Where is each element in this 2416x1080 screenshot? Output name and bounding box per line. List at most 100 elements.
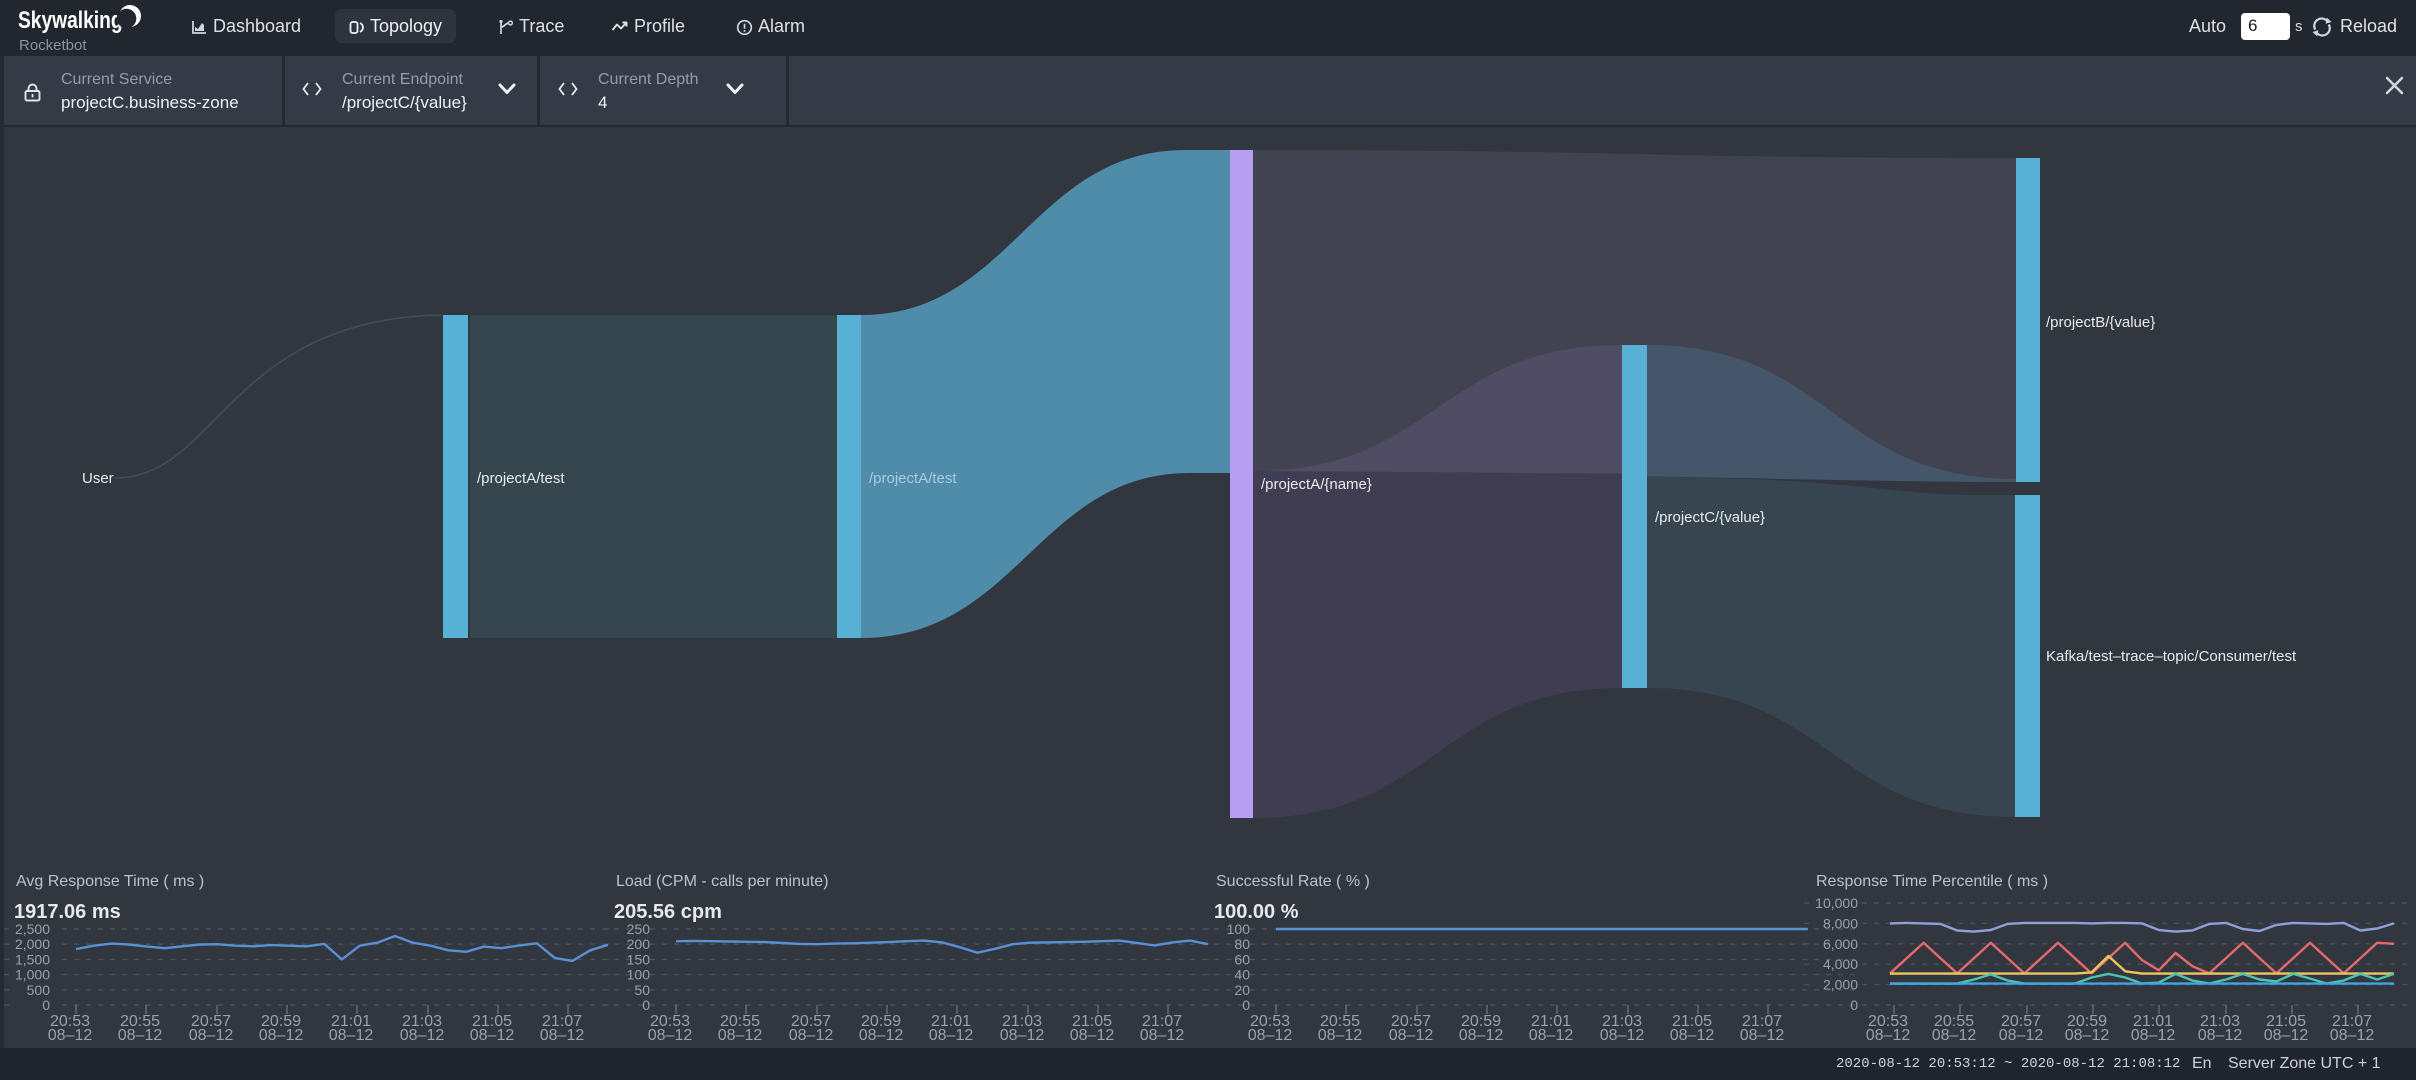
svg-text:08–12: 08–12 <box>1000 1027 1045 1044</box>
svg-text:08–12: 08–12 <box>1389 1027 1434 1044</box>
svg-text:/projectC/{value}: /projectC/{value} <box>1655 509 1765 526</box>
svg-text:User: User <box>82 470 114 487</box>
svg-text:21:07: 21:07 <box>542 1013 582 1030</box>
svg-text:100: 100 <box>1227 921 1251 937</box>
svg-text:08–12: 08–12 <box>1670 1027 1715 1044</box>
svg-text:1,500: 1,500 <box>15 951 50 967</box>
svg-text:20:57: 20:57 <box>191 1013 231 1030</box>
svg-text:20:57: 20:57 <box>2001 1013 2041 1030</box>
svg-text:08–12: 08–12 <box>1866 1027 1911 1044</box>
svg-text:Response Time Percentile ( ms: Response Time Percentile ( ms ) <box>1816 873 2048 890</box>
svg-text:500: 500 <box>27 982 51 998</box>
svg-text:21:07: 21:07 <box>2332 1013 2372 1030</box>
svg-text:08–12: 08–12 <box>1999 1027 2044 1044</box>
svg-text:100: 100 <box>627 967 651 983</box>
svg-text:1,000: 1,000 <box>15 967 50 983</box>
svg-text:20:59: 20:59 <box>261 1013 301 1030</box>
svg-text:21:05: 21:05 <box>2266 1013 2306 1030</box>
svg-text:21:01: 21:01 <box>931 1013 971 1030</box>
svg-text:20:55: 20:55 <box>120 1013 160 1030</box>
svg-text:20:53: 20:53 <box>1868 1013 1908 1030</box>
svg-text:0: 0 <box>42 997 50 1013</box>
svg-text:21:01: 21:01 <box>1531 1013 1571 1030</box>
svg-text:08–12: 08–12 <box>2264 1027 2309 1044</box>
svg-text:21:05: 21:05 <box>1072 1013 1112 1030</box>
svg-text:0: 0 <box>1850 997 1858 1013</box>
svg-text:2,000: 2,000 <box>15 936 50 952</box>
svg-text:08–12: 08–12 <box>1318 1027 1363 1044</box>
svg-text:08–12: 08–12 <box>2065 1027 2110 1044</box>
svg-text:08–12: 08–12 <box>789 1027 834 1044</box>
svg-text:20:53: 20:53 <box>650 1013 690 1030</box>
svg-text:2,000: 2,000 <box>1823 977 1858 993</box>
svg-text:21:03: 21:03 <box>1602 1013 1642 1030</box>
svg-text:08–12: 08–12 <box>118 1027 163 1044</box>
svg-text:08–12: 08–12 <box>1140 1027 1185 1044</box>
svg-text:21:05: 21:05 <box>1672 1013 1712 1030</box>
svg-text:0: 0 <box>642 997 650 1013</box>
svg-text:08–12: 08–12 <box>400 1027 445 1044</box>
svg-text:08–12: 08–12 <box>648 1027 693 1044</box>
svg-text:2,500: 2,500 <box>15 921 50 937</box>
svg-text:20:57: 20:57 <box>791 1013 831 1030</box>
svg-text:21:03: 21:03 <box>402 1013 442 1030</box>
svg-text:08–12: 08–12 <box>329 1027 374 1044</box>
svg-text:0: 0 <box>1242 997 1250 1013</box>
svg-text:08–12: 08–12 <box>1459 1027 1504 1044</box>
svg-text:4,000: 4,000 <box>1823 956 1858 972</box>
svg-text:08–12: 08–12 <box>859 1027 904 1044</box>
svg-text:08–12: 08–12 <box>1600 1027 1645 1044</box>
svg-text:08–12: 08–12 <box>1740 1027 1785 1044</box>
svg-text:21:03: 21:03 <box>2200 1013 2240 1030</box>
svg-text:/projectA/test: /projectA/test <box>477 470 565 487</box>
svg-text:/projectA/{name}: /projectA/{name} <box>1261 476 1372 493</box>
svg-text:10,000: 10,000 <box>1815 895 1858 911</box>
svg-text:20:53: 20:53 <box>1250 1013 1290 1030</box>
svg-text:08–12: 08–12 <box>2330 1027 2375 1044</box>
svg-text:08–12: 08–12 <box>718 1027 763 1044</box>
svg-text:08–12: 08–12 <box>2198 1027 2243 1044</box>
svg-text:6,000: 6,000 <box>1823 936 1858 952</box>
svg-text:80: 80 <box>1234 936 1250 952</box>
svg-text:150: 150 <box>627 951 651 967</box>
svg-text:20:55: 20:55 <box>1320 1013 1360 1030</box>
svg-text:08–12: 08–12 <box>540 1027 585 1044</box>
svg-text:08–12: 08–12 <box>929 1027 974 1044</box>
svg-text:/projectA/test: /projectA/test <box>869 470 957 487</box>
svg-text:20:57: 20:57 <box>1391 1013 1431 1030</box>
svg-text:08–12: 08–12 <box>189 1027 234 1044</box>
svg-text:20:59: 20:59 <box>861 1013 901 1030</box>
svg-text:08–12: 08–12 <box>1529 1027 1574 1044</box>
svg-text:20:59: 20:59 <box>2067 1013 2107 1030</box>
svg-text:40: 40 <box>1234 967 1250 983</box>
svg-text:20:53: 20:53 <box>50 1013 90 1030</box>
svg-text:Kafka/test–trace–topic/Consume: Kafka/test–trace–topic/Consumer/test <box>2046 648 2297 665</box>
svg-text:Avg Response Time ( ms ): Avg Response Time ( ms ) <box>16 873 204 890</box>
svg-text:08–12: 08–12 <box>48 1027 93 1044</box>
svg-text:08–12: 08–12 <box>1932 1027 1977 1044</box>
svg-text:08–12: 08–12 <box>1248 1027 1293 1044</box>
svg-text:20:59: 20:59 <box>1461 1013 1501 1030</box>
svg-text:21:01: 21:01 <box>2133 1013 2173 1030</box>
svg-text:60: 60 <box>1234 951 1250 967</box>
svg-text:50: 50 <box>634 982 650 998</box>
svg-text:8,000: 8,000 <box>1823 915 1858 931</box>
svg-text:08–12: 08–12 <box>470 1027 515 1044</box>
svg-text:21:05: 21:05 <box>472 1013 512 1030</box>
svg-text:21:07: 21:07 <box>1142 1013 1182 1030</box>
svg-text:100.00 %: 100.00 % <box>1214 901 1299 923</box>
svg-text:08–12: 08–12 <box>1070 1027 1115 1044</box>
svg-text:08–12: 08–12 <box>2131 1027 2176 1044</box>
svg-text:250: 250 <box>627 921 651 937</box>
svg-text:Successful Rate ( % ): Successful Rate ( % ) <box>1216 873 1370 890</box>
svg-text:20:55: 20:55 <box>720 1013 760 1030</box>
svg-text:/projectB/{value}: /projectB/{value} <box>2046 314 2155 331</box>
svg-text:205.56 cpm: 205.56 cpm <box>614 901 722 923</box>
svg-text:20: 20 <box>1234 982 1250 998</box>
svg-text:08–12: 08–12 <box>259 1027 304 1044</box>
svg-text:1917.06 ms: 1917.06 ms <box>14 901 121 923</box>
svg-text:Load (CPM - calls per minute): Load (CPM - calls per minute) <box>616 873 829 890</box>
svg-text:21:03: 21:03 <box>1002 1013 1042 1030</box>
svg-text:21:01: 21:01 <box>331 1013 371 1030</box>
svg-text:20:55: 20:55 <box>1934 1013 1974 1030</box>
